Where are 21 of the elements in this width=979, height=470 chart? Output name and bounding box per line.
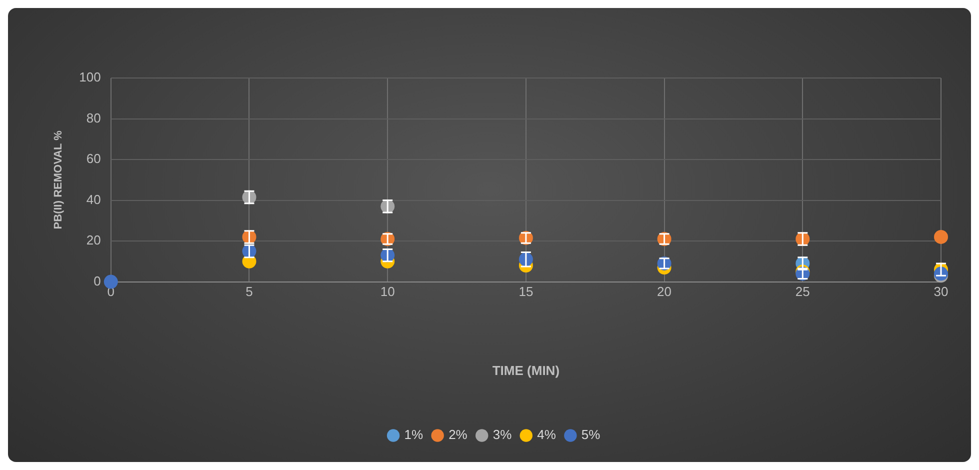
y-tick-label: 60 xyxy=(86,151,101,166)
legend-label: 3% xyxy=(492,427,512,442)
legend-label: 2% xyxy=(448,427,468,442)
y-tick-label: 20 xyxy=(86,232,101,248)
point xyxy=(934,230,948,244)
y-axis-title: PB(II) REMOVAL % xyxy=(52,130,65,230)
legend-label: 4% xyxy=(537,427,556,442)
y-tick-label: 40 xyxy=(86,192,101,207)
point xyxy=(104,274,118,289)
y-tick-label: 100 xyxy=(79,70,101,85)
x-tick-label: 10 xyxy=(380,284,395,300)
y-tick-label: 80 xyxy=(86,110,101,126)
x-tick-label: 25 xyxy=(795,284,810,300)
x-tick-label: 20 xyxy=(657,284,672,300)
legend-label: 1% xyxy=(404,427,424,442)
x-axis-title: TIME (MIN) xyxy=(492,362,560,378)
x-tick-label: 5 xyxy=(246,284,253,300)
legend-label: 5% xyxy=(581,427,601,442)
y-tick-label: 0 xyxy=(94,273,101,288)
x-tick-label: 15 xyxy=(518,284,534,300)
x-tick-label: 30 xyxy=(934,284,948,300)
